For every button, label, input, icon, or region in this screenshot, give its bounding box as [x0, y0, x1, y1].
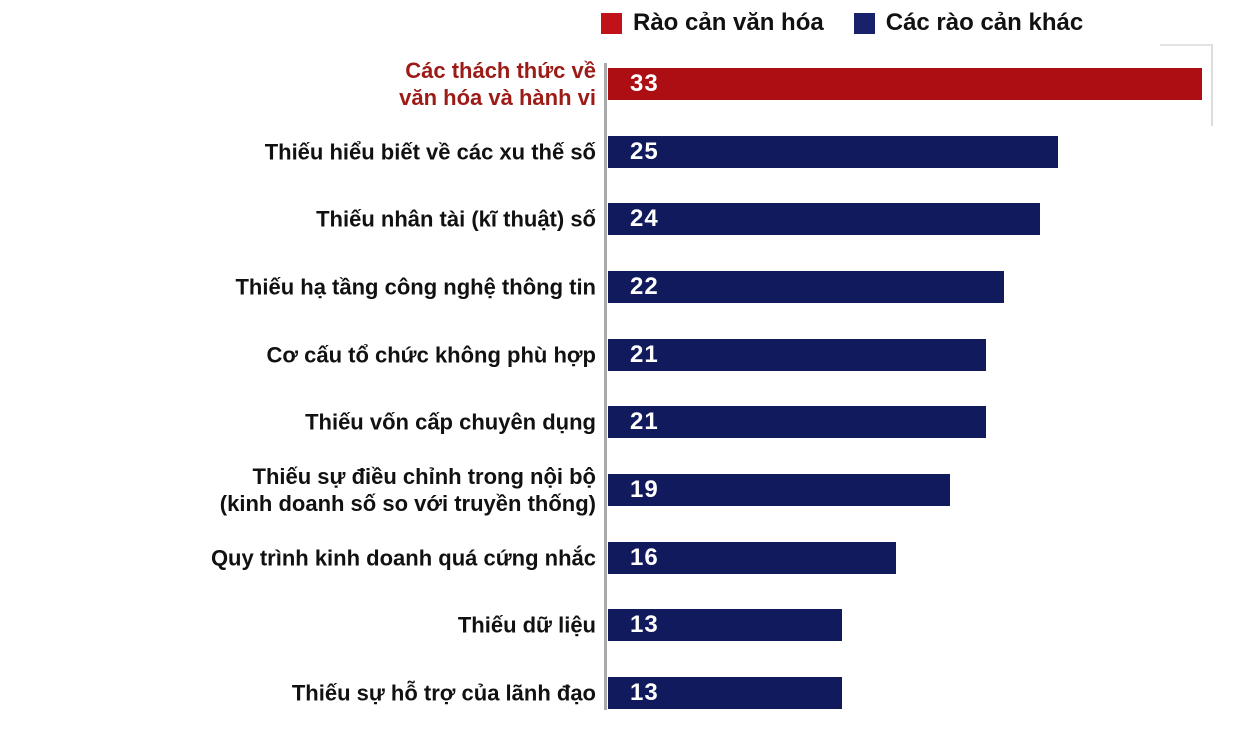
bar-value-label: 16	[630, 543, 659, 571]
bar-value-label: 13	[630, 678, 659, 706]
bar: 22	[608, 270, 1004, 303]
bar: 21	[608, 406, 986, 439]
category-label: Thiếu sự hỗ trợ của lãnh đạo	[291, 680, 596, 706]
legend-item-cultural-barriers: Rào cản văn hóa	[601, 9, 824, 37]
bar: 24	[608, 203, 1040, 236]
category-label: Cơ cấu tổ chức không phù hợp	[266, 342, 596, 368]
bar-row: Thiếu sự hỗ trợ của lãnh đạo 13	[0, 676, 1247, 709]
legend-label: Các rào cản khác	[885, 9, 1084, 36]
bar-value-label: 22	[630, 272, 659, 300]
bar: 16	[608, 541, 896, 574]
legend-label: Rào cản văn hóa	[633, 9, 824, 36]
bar-row: Các thách thức về văn hóa và hành vi 33	[0, 58, 1247, 110]
bar: 25	[608, 135, 1058, 168]
legend-swatch-navy-icon	[853, 12, 875, 34]
bar-value-label: 21	[630, 340, 659, 368]
bar-row: Thiếu sự điều chỉnh trong nội bộ (kinh d…	[0, 464, 1247, 516]
y-axis-line	[604, 63, 607, 710]
bar-row: Thiếu hiểu biết về các xu thế số 25	[0, 135, 1247, 168]
bar-row: Thiếu nhân tài (kĩ thuật) số 24	[0, 203, 1247, 236]
bar-row: Thiếu hạ tầng công nghệ thông tin 22	[0, 270, 1247, 303]
bar: 33	[608, 68, 1202, 100]
category-label: Các thách thức về văn hóa và hành vi	[399, 58, 596, 110]
category-label: Thiếu sự điều chỉnh trong nội bộ (kinh d…	[219, 463, 596, 516]
plot-frame-remnant	[1160, 44, 1213, 46]
bar: 13	[608, 609, 842, 642]
category-label: Thiếu vốn cấp chuyên dụng	[305, 409, 596, 435]
bar-row: Thiếu vốn cấp chuyên dụng 21	[0, 406, 1247, 439]
legend-swatch-red-icon	[601, 12, 622, 34]
bar-row: Quy trình kinh doanh quá cứng nhắc 16	[0, 541, 1247, 574]
bar-value-label: 13	[630, 611, 659, 639]
category-label: Thiếu nhân tài (kĩ thuật) số	[316, 206, 596, 232]
bar: 19	[608, 473, 950, 506]
bar-row: Thiếu dữ liệu 13	[0, 609, 1247, 642]
bar: 21	[608, 338, 986, 371]
bar-row: Cơ cấu tổ chức không phù hợp 21	[0, 338, 1247, 371]
bar-value-label: 33	[630, 70, 659, 97]
legend-item-other-barriers: Các rào cản khác	[853, 9, 1084, 37]
category-label: Thiếu hiểu biết về các xu thế số	[264, 139, 596, 165]
bar: 13	[608, 676, 842, 709]
category-label: Quy trình kinh doanh quá cứng nhắc	[210, 545, 596, 571]
plot-frame-remnant	[1211, 44, 1213, 126]
bar-value-label: 21	[630, 408, 659, 436]
bar-value-label: 25	[630, 137, 659, 165]
bar-value-label: 19	[630, 475, 659, 503]
bar-value-label: 24	[630, 205, 659, 233]
category-label: Thiếu dữ liệu	[457, 612, 596, 638]
chart-legend: Rào cản văn hóa Các rào cản khác	[601, 9, 1083, 37]
category-label: Thiếu hạ tầng công nghệ thông tin	[235, 274, 596, 300]
